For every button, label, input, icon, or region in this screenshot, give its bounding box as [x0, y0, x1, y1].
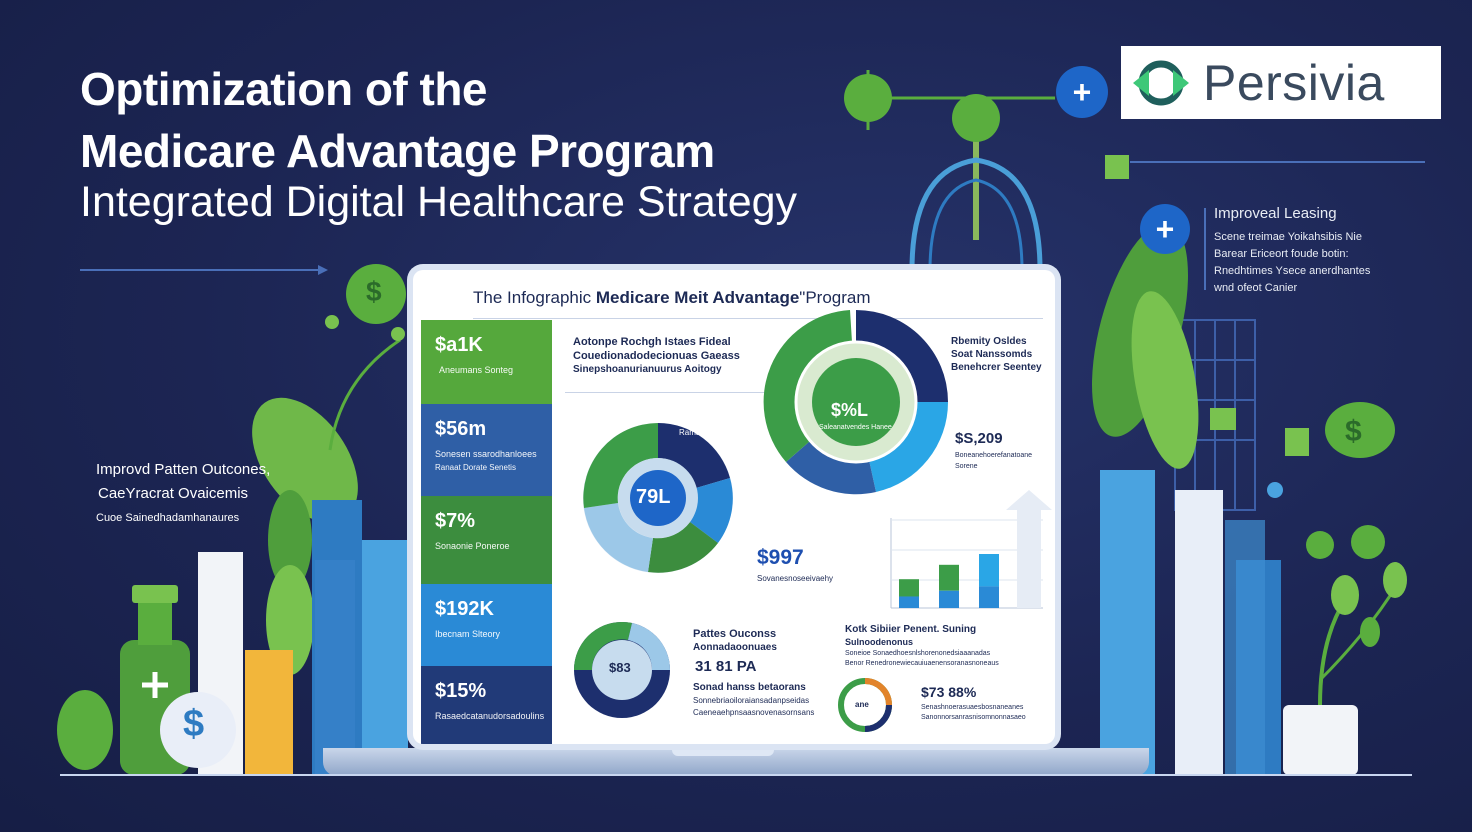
ring-label: Ramaniy: [679, 428, 711, 437]
title-line-2: Medicare Advantage Program: [80, 125, 715, 177]
right-block-line: Benehcrer Seentey: [951, 362, 1042, 373]
side-panel-line: Rnedhtimes Ysece anerdhantes: [1214, 265, 1371, 277]
divider: [565, 392, 775, 393]
side-panel-line: Scene treimae Yoikahsibis Nie: [1214, 231, 1362, 243]
bottom-right-title: Kotk Sibiier Penent. Suning: [845, 624, 977, 635]
bottom-right-ring-value: ane: [855, 700, 869, 709]
bottom-right-line: Sanonnorsanrasnisomnonnasaeo: [921, 714, 1026, 721]
side-panel-line: wnd ofeot Canier: [1214, 282, 1298, 294]
left-note: Improvd Patten Outcones, CaeYracrat Ovai…: [96, 458, 270, 530]
bar-segment-top: [899, 579, 919, 597]
kpi-value: $15%: [435, 680, 487, 702]
kpi-card: $192K Ibecnam Slteory: [421, 584, 552, 666]
donut-value: $%L: [831, 400, 869, 420]
kpi-value: $a1K: [435, 334, 483, 356]
ring-value-sub: Sovanesnoseeivaehy: [757, 574, 834, 583]
side-panel-line: Barear Ericeort foude botin:: [1214, 248, 1349, 260]
kpi-value: $192K: [435, 598, 494, 620]
left-note-line: Cuoe Sainedhadamhanaures: [96, 512, 240, 524]
screen-title: The Infographic Medicare Meit Advantage"…: [473, 288, 871, 308]
dollar-bubble-icon: $: [1345, 415, 1362, 448]
left-note-line: CaeYracrat Ovaicemis: [98, 485, 249, 502]
title-underline: [473, 318, 1043, 319]
side-panel-heading: Improveal Leasing: [1214, 205, 1337, 222]
kpi-label: Rasaedcatanudorsadoulins: [435, 711, 545, 721]
title-line-1: Optimization of the: [80, 63, 488, 115]
kpi-label: Sonesen ssarodhanloees: [435, 449, 537, 459]
right-block-line: Soat Nanssomds: [951, 349, 1033, 360]
right-block-line: Rbemity Osldes: [951, 336, 1027, 347]
bottom-right-line: Senashnoerasuaesbosnaneanes: [921, 704, 1024, 711]
screen-title-suffix: "Program: [799, 288, 871, 307]
kpi-value: $7%: [435, 510, 476, 532]
bottom-right-line: Benor Renedronewiecauiuaenensoranasnonea…: [845, 660, 999, 667]
laptop-screen: The Infographic Medicare Meit Advantage"…: [413, 270, 1055, 744]
dollar-leaf-icon: $: [366, 276, 382, 307]
bottom-left-line: Sonad hanss betaorans: [693, 682, 806, 693]
bottom-left-title: Aonnadaoonuaes: [693, 642, 777, 653]
block-top-line: Aotonpe Rochgh Istaes Fideal: [573, 336, 731, 348]
ring-value: $997: [757, 546, 804, 569]
persivia-logo-icon: [1133, 60, 1189, 105]
kpi-label: Aneumans Sonteg: [439, 365, 514, 375]
screen-title-prefix: The Infographic: [473, 288, 596, 307]
plus-icon: +: [1140, 204, 1190, 254]
bar-segment-bottom: [939, 590, 959, 608]
right-value-sub: Boneanehoerefanatoane Sorene: [955, 452, 1033, 470]
bottom-right-line: Soneioe Sonaedhoesnlshorenonedsiaaanadas: [845, 650, 991, 657]
bottom-left-line: Sonnebriaoiloraiansadanpseidas: [693, 696, 810, 705]
persivia-logo: Persivia: [1121, 46, 1441, 119]
kpi-card: $a1K Aneumans Sonteg: [421, 320, 552, 404]
screen-charts: [574, 310, 1052, 732]
ground-line: [60, 774, 1412, 776]
plus-icon: +: [1056, 66, 1108, 118]
ring-center-value: 79L: [636, 486, 671, 508]
dollar-coin-icon: $: [183, 703, 205, 745]
bottom-left-ring-value: $83: [609, 660, 631, 675]
block-top-line: Couedionadodecionuas Gaeass: [573, 350, 740, 362]
bar-segment-bottom: [899, 596, 919, 608]
bar-segment-bottom: [979, 586, 999, 608]
bottom-left-line: Caeneaehpnsaasnovenasornsans: [693, 708, 815, 717]
brand-name: Persivia: [1203, 54, 1385, 111]
kpi-sublabel: Ranaat Dorate Senetis: [435, 463, 516, 472]
bottom-right-value: $73 88%: [921, 684, 977, 700]
bar-segment-top: [939, 564, 959, 591]
laptop-notch: [672, 747, 774, 756]
side-panel: Improveal Leasing Scene treimae Yoikahsi…: [1214, 204, 1370, 297]
bottom-left-value: 31 81 PA: [695, 658, 757, 675]
kpi-value: $56m: [435, 418, 487, 440]
kpi-card: $15% Rasaedcatanudorsadoulins: [421, 666, 552, 744]
left-note-line: Improvd Patten Outcones,: [96, 461, 271, 478]
kpi-label: Sonaonie Poneroe: [435, 541, 510, 551]
right-value: $S,209: [955, 430, 1003, 447]
kpi-card: $7% Sonaonie Poneroe: [421, 496, 552, 584]
bottom-left-title: Pattes Ouconss: [693, 628, 777, 640]
bottom-right-sub: Sulnoodenonus: [845, 637, 913, 647]
block-top-line: Sinepshoanurianuurus Aoitogy: [573, 364, 722, 375]
screen-title-bold: Medicare Meit Advantage: [595, 288, 800, 307]
donut-sub: Saleanatvendes Hanee: [819, 424, 892, 431]
kpi-label: Ibecnam Slteory: [435, 629, 501, 639]
bar-segment-top: [979, 554, 999, 587]
title-line-3: Integrated Digital Healthcare Strategy: [80, 178, 798, 226]
kpi-card: $56m Sonesen ssarodhanloees Ranaat Dorat…: [421, 404, 552, 496]
